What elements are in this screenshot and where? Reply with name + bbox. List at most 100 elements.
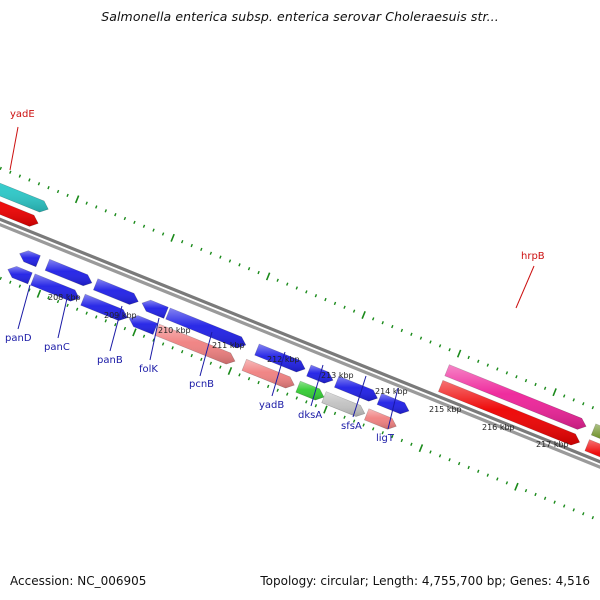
feature-panB-cds[interactable] <box>80 293 128 321</box>
tick-mark <box>323 405 328 414</box>
tick-mark <box>343 415 346 419</box>
gene-label-ligT[interactable]: ligT <box>376 387 399 444</box>
feature-shading <box>254 344 306 372</box>
feature-hrpB[interactable] <box>444 364 587 430</box>
tick-mark <box>324 297 327 302</box>
gene-labels: yadE panD panC panB folK pcnB yadB dksA sfsA ligT… <box>5 109 545 444</box>
feature-folK-cds[interactable] <box>128 315 158 335</box>
backbone-line <box>0 217 600 469</box>
feature-sfsA[interactable] <box>334 375 378 402</box>
tick-mark <box>104 319 107 323</box>
tick-mark <box>467 355 470 360</box>
feature-dksA[interactable] <box>306 364 334 384</box>
tick-mark <box>190 353 193 358</box>
gene-label-text[interactable]: yadE <box>10 109 35 120</box>
feature-sfsA-cds[interactable] <box>321 391 366 417</box>
feature-shading <box>377 393 409 414</box>
feature-next-gene-cds[interactable] <box>584 439 600 471</box>
gene-label-sfsA[interactable]: sfsA <box>341 375 367 432</box>
leader-line <box>57 293 69 339</box>
feature-shading <box>45 259 92 286</box>
gene-label-text[interactable]: ligT <box>376 433 395 444</box>
tick-mark <box>295 286 299 290</box>
feature-yadE[interactable] <box>0 166 49 213</box>
feature-panD-cds[interactable] <box>7 266 33 285</box>
gene-label-text[interactable]: panC <box>44 342 70 353</box>
tick-mark <box>295 396 298 400</box>
gene-label-panC[interactable]: panC <box>44 293 70 353</box>
tick-mark <box>419 336 423 340</box>
gene-label-yadE[interactable]: yadE <box>9 109 35 171</box>
feature-yadB[interactable] <box>254 343 306 373</box>
tick-mark <box>95 315 98 319</box>
tick-mark <box>486 473 489 477</box>
feature-dksA-cds[interactable] <box>295 380 325 401</box>
feature-panC[interactable] <box>44 258 93 287</box>
tick-mark <box>371 317 375 321</box>
gene-label-text[interactable]: pcnB <box>189 379 214 390</box>
gene-label-text[interactable]: sfsA <box>341 421 362 432</box>
tick-mark <box>333 301 337 306</box>
feature-shading <box>154 324 235 365</box>
gene-label-dksA[interactable]: dksA <box>298 364 324 421</box>
scale-tick-label: 209 kbp <box>104 311 137 320</box>
feature-shading <box>7 266 33 284</box>
gene-label-text[interactable]: yadB <box>259 400 284 411</box>
tick-mark <box>190 243 193 248</box>
tick-mark <box>74 195 80 204</box>
gene-label-text[interactable]: panB <box>97 355 123 366</box>
feature-ligT[interactable] <box>376 393 410 415</box>
feature-yadB-cds[interactable] <box>241 358 295 389</box>
tick-mark <box>429 450 432 454</box>
feature-ligT-cds[interactable] <box>364 408 397 430</box>
gene-label-yadB[interactable]: yadB <box>259 351 286 411</box>
tick-mark <box>572 398 575 402</box>
gene-label-panD[interactable]: panD <box>5 284 32 344</box>
feature-pcnB[interactable] <box>165 307 247 349</box>
tick-mark <box>333 411 337 416</box>
feature-folK[interactable] <box>141 299 169 319</box>
tick-mark <box>123 326 127 331</box>
backbone-outer-edge <box>0 217 600 464</box>
scale-tick-label: 210 kbp <box>158 326 191 335</box>
tick-mark <box>362 423 365 427</box>
gene-label-pcnB[interactable]: pcnB <box>189 331 214 390</box>
tick-mark <box>257 380 260 385</box>
leader-line <box>515 265 535 309</box>
feature-yadE-cds[interactable] <box>0 182 39 227</box>
tick-mark <box>95 205 98 209</box>
feature-panC-cds[interactable] <box>30 273 80 302</box>
tick-mark <box>562 394 566 398</box>
feature-hrpB-cds[interactable] <box>438 380 581 446</box>
gene-label-text[interactable]: dksA <box>298 410 322 421</box>
tick-mark <box>18 174 22 178</box>
gene-label-folK[interactable]: folK <box>139 317 160 375</box>
gene-label-panB[interactable]: panB <box>97 305 123 366</box>
tick-mark <box>85 311 88 315</box>
outer-tick-ring <box>0 166 595 410</box>
feature-shading <box>334 376 378 402</box>
gene-label-text[interactable]: hrpB <box>521 251 545 262</box>
tick-mark <box>228 259 232 263</box>
tick-mark <box>9 280 12 284</box>
feature-panD[interactable] <box>19 250 41 268</box>
feature-shading <box>438 380 580 446</box>
gene-label-text[interactable]: panD <box>5 333 32 344</box>
scale-tick-label: 216 kbp <box>482 423 515 432</box>
tick-mark <box>152 228 155 232</box>
tick-mark <box>200 357 203 362</box>
gene-label-hrpB[interactable]: hrpB <box>515 251 545 309</box>
feature-next-gene[interactable] <box>590 423 600 455</box>
tick-mark <box>170 233 175 242</box>
leader-line <box>352 375 367 418</box>
feature-panB[interactable] <box>93 278 139 305</box>
tick-mark <box>28 178 31 182</box>
tick-mark <box>438 454 442 458</box>
leader-line <box>17 284 31 330</box>
scale-tick-label: 211 kbp <box>212 341 245 350</box>
feature-shading <box>30 273 80 302</box>
feature-shading <box>0 201 39 227</box>
gene-label-text[interactable]: folK <box>139 364 158 375</box>
